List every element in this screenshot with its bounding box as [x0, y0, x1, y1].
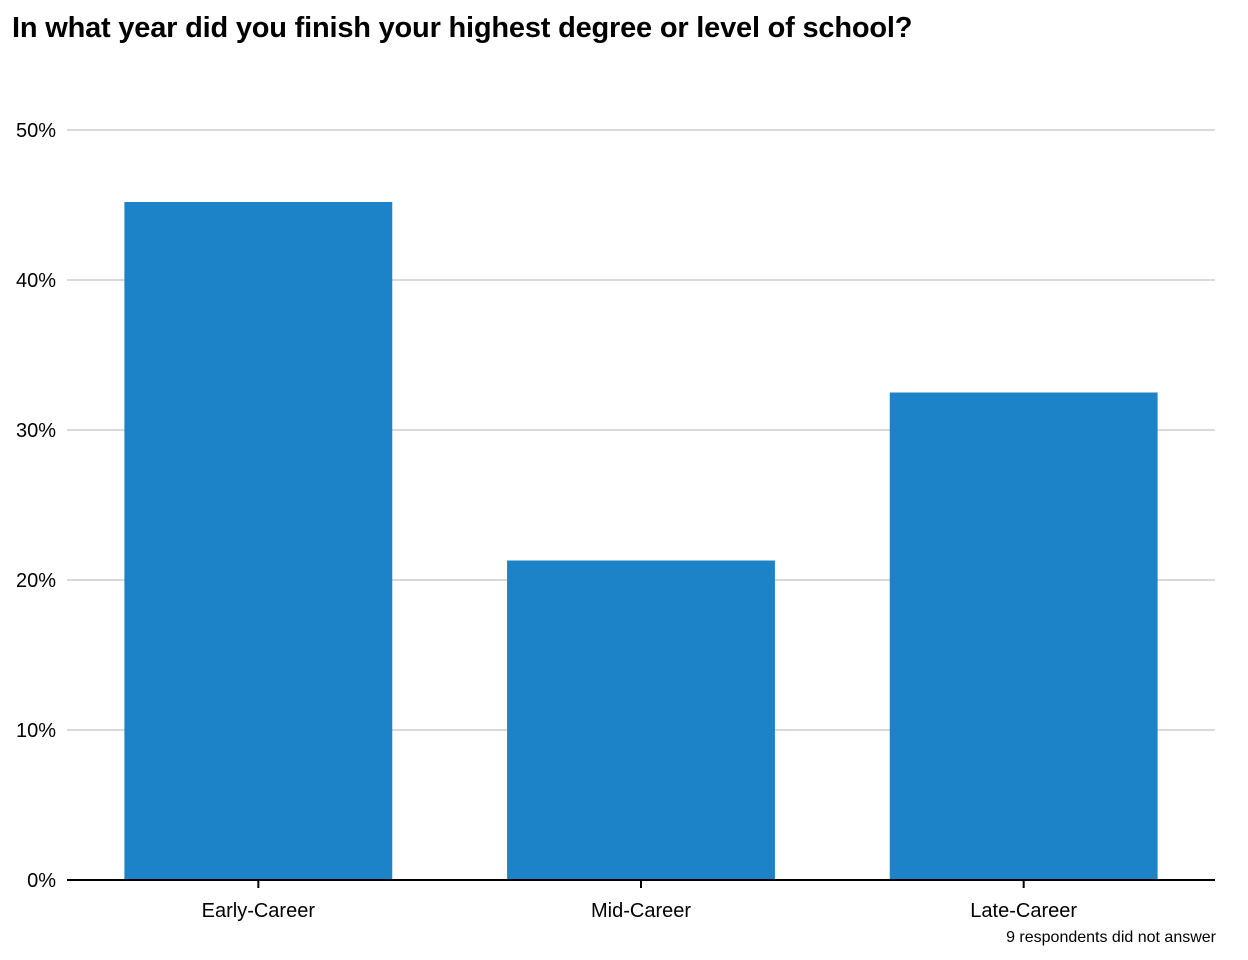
bar: [889, 392, 1158, 880]
y-tick-label: 0%: [27, 870, 56, 892]
chart-title: In what year did you finish your highest…: [12, 12, 913, 44]
y-tick-label: 40%: [16, 270, 56, 292]
bar: [507, 560, 775, 880]
chart-note: 9 respondents did not answer: [1006, 929, 1216, 946]
bar: [124, 202, 393, 880]
x-tick-label: Mid-Career: [591, 900, 691, 922]
y-tick-label: 10%: [16, 720, 56, 742]
y-tick-label: 50%: [16, 120, 56, 142]
x-tick-label: Early-Career: [202, 900, 316, 922]
y-tick-label: 20%: [16, 570, 56, 592]
x-tick-label: Late-Career: [970, 900, 1077, 922]
y-tick-label: 30%: [16, 420, 56, 442]
